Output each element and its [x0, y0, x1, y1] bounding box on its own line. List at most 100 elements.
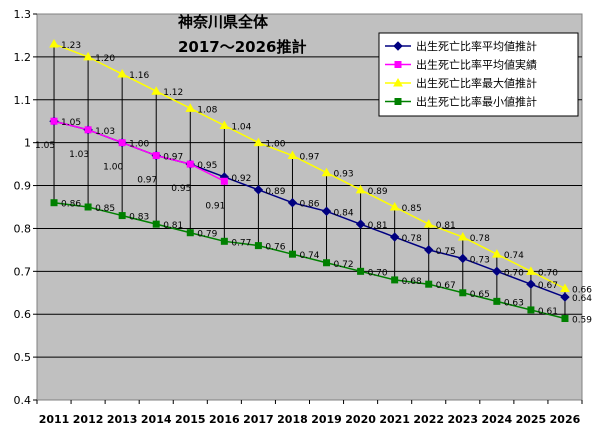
- data-label-series-3: 0.81: [436, 221, 456, 231]
- series-marker-2: [152, 152, 160, 160]
- data-label-series-1: 0.75: [436, 247, 456, 257]
- legend-label-1: 出生死亡比率平均値推計: [416, 39, 537, 53]
- y-tick-label: 0.7: [14, 265, 32, 278]
- x-tick-label: 2026: [550, 413, 581, 426]
- data-label-series-1: 0.86: [299, 200, 319, 210]
- series-marker-4: [50, 199, 58, 207]
- x-tick-label: 2024: [482, 413, 513, 426]
- data-label-series-1: 0.89: [265, 187, 285, 197]
- x-tick-label: 2019: [311, 413, 342, 426]
- data-label-series-4: 0.63: [504, 298, 524, 308]
- legend-box: [378, 32, 579, 117]
- y-tick-label: 0.4: [14, 394, 32, 407]
- series-marker-2: [50, 117, 58, 125]
- x-tick-label: 2021: [379, 413, 410, 426]
- series-marker-3: [117, 69, 128, 78]
- data-label-series-1: 0.64: [572, 294, 592, 304]
- x-tick-label: 2020: [345, 413, 376, 426]
- x-tick-label: 2018: [277, 413, 308, 426]
- data-label-series-3: 1.23: [61, 41, 81, 51]
- data-label-series-3: 0.89: [368, 187, 388, 197]
- data-label-series-2: 1.03: [69, 150, 89, 160]
- x-tick-label: 2015: [175, 413, 206, 426]
- data-labels: 1.05 1.03 1.00 0.97 0.95 0.92 0.89 0.86 0.84 0.81…: [35, 41, 592, 325]
- legend-label-2: 出生死亡比率平均値実績: [416, 58, 537, 72]
- series-marker-4: [254, 242, 262, 250]
- series-line-3: [53, 43, 566, 290]
- data-label-series-3: 1.16: [129, 71, 149, 81]
- series-marker-2: [118, 139, 126, 147]
- data-label-series-3: 1.20: [95, 54, 115, 64]
- data-label-series-4: 0.61: [538, 307, 558, 317]
- series-marker-4: [118, 212, 126, 220]
- series-marker-3: [253, 137, 264, 147]
- series-marker-1: [389, 232, 400, 242]
- series-marker-4: [186, 229, 194, 237]
- data-label-series-4: 0.68: [402, 277, 422, 287]
- series-marker-3: [560, 283, 570, 292]
- x-tick-label: 2012: [73, 413, 104, 426]
- gridlines: [37, 56, 582, 358]
- x-tick-label: 2025: [516, 413, 547, 426]
- series-markers: [49, 39, 570, 323]
- data-label-series-4: 0.74: [299, 251, 319, 261]
- data-label-series-3: 1.04: [231, 123, 251, 133]
- legend-marker-2: [394, 61, 402, 68]
- series-marker-2: [220, 177, 228, 185]
- data-label-series-4: 0.67: [436, 281, 456, 291]
- x-tick-label: 2016: [209, 413, 240, 426]
- data-label-series-4: 0.85: [95, 204, 115, 214]
- data-label-series-3: 1.08: [197, 105, 217, 115]
- y-tick-label: 0.8: [14, 222, 32, 235]
- data-label-series-4: 0.86: [61, 200, 81, 210]
- x-tick-label: 2011: [39, 413, 70, 426]
- series-marker-3: [355, 184, 366, 194]
- data-label-series-3: 0.97: [299, 153, 319, 163]
- series-marker-2: [186, 160, 194, 168]
- data-label-series-4: 0.70: [368, 268, 388, 278]
- chart-title-line1: 神奈川県全体: [178, 13, 269, 31]
- legend-label-4: 出生死亡比率最小値推計: [416, 95, 537, 109]
- data-label-series-1: 0.70: [504, 268, 524, 278]
- y-tick-label: 0.5: [14, 351, 32, 364]
- data-label-series-2: 1.00: [103, 163, 123, 173]
- series-marker-3: [151, 86, 162, 95]
- data-label-series-3: 0.85: [402, 204, 422, 214]
- data-label-series-4: 0.72: [334, 260, 354, 270]
- x-tick-label: 2023: [447, 413, 478, 426]
- data-label-series-2: 0.97: [137, 176, 157, 186]
- data-label-series-1: 1.00: [129, 140, 149, 150]
- series-marker-4: [288, 250, 296, 258]
- legend-marker-4: [394, 98, 402, 105]
- series-marker-3: [491, 249, 502, 258]
- y-tick-label: 0.6: [14, 308, 32, 321]
- series-line-4: [53, 201, 566, 320]
- series-marker-1: [424, 245, 434, 255]
- data-label-series-3: 0.66: [572, 285, 592, 295]
- series-marker-3: [49, 39, 59, 48]
- series-marker-3: [185, 103, 196, 112]
- chart-title-line2: 2017～2026推計: [178, 38, 307, 56]
- series-marker-3: [526, 266, 536, 275]
- data-label-series-3: 0.78: [470, 234, 490, 244]
- data-label-series-1: 0.97: [163, 153, 183, 163]
- series-marker-1: [287, 198, 298, 208]
- series-marker-3: [219, 120, 230, 130]
- data-label-series-4: 0.76: [265, 243, 285, 253]
- x-tick-label: 2017: [243, 413, 274, 426]
- data-label-series-4: 0.81: [163, 221, 183, 231]
- series-marker-3: [287, 150, 298, 160]
- data-label-series-2: 0.91: [205, 201, 225, 211]
- data-label-series-3: 0.93: [334, 170, 354, 180]
- series-marker-4: [323, 259, 331, 267]
- y-tick-label: 1: [24, 137, 31, 150]
- y-tick-label: 1.2: [14, 51, 32, 64]
- series-marker-4: [459, 289, 467, 297]
- data-label-series-1: 1.03: [95, 127, 115, 137]
- series-marker-4: [152, 220, 160, 228]
- series-lines: [53, 43, 566, 320]
- data-label-series-4: 0.65: [470, 290, 490, 300]
- series-marker-1: [526, 279, 536, 289]
- legend-marker-1: [393, 41, 403, 51]
